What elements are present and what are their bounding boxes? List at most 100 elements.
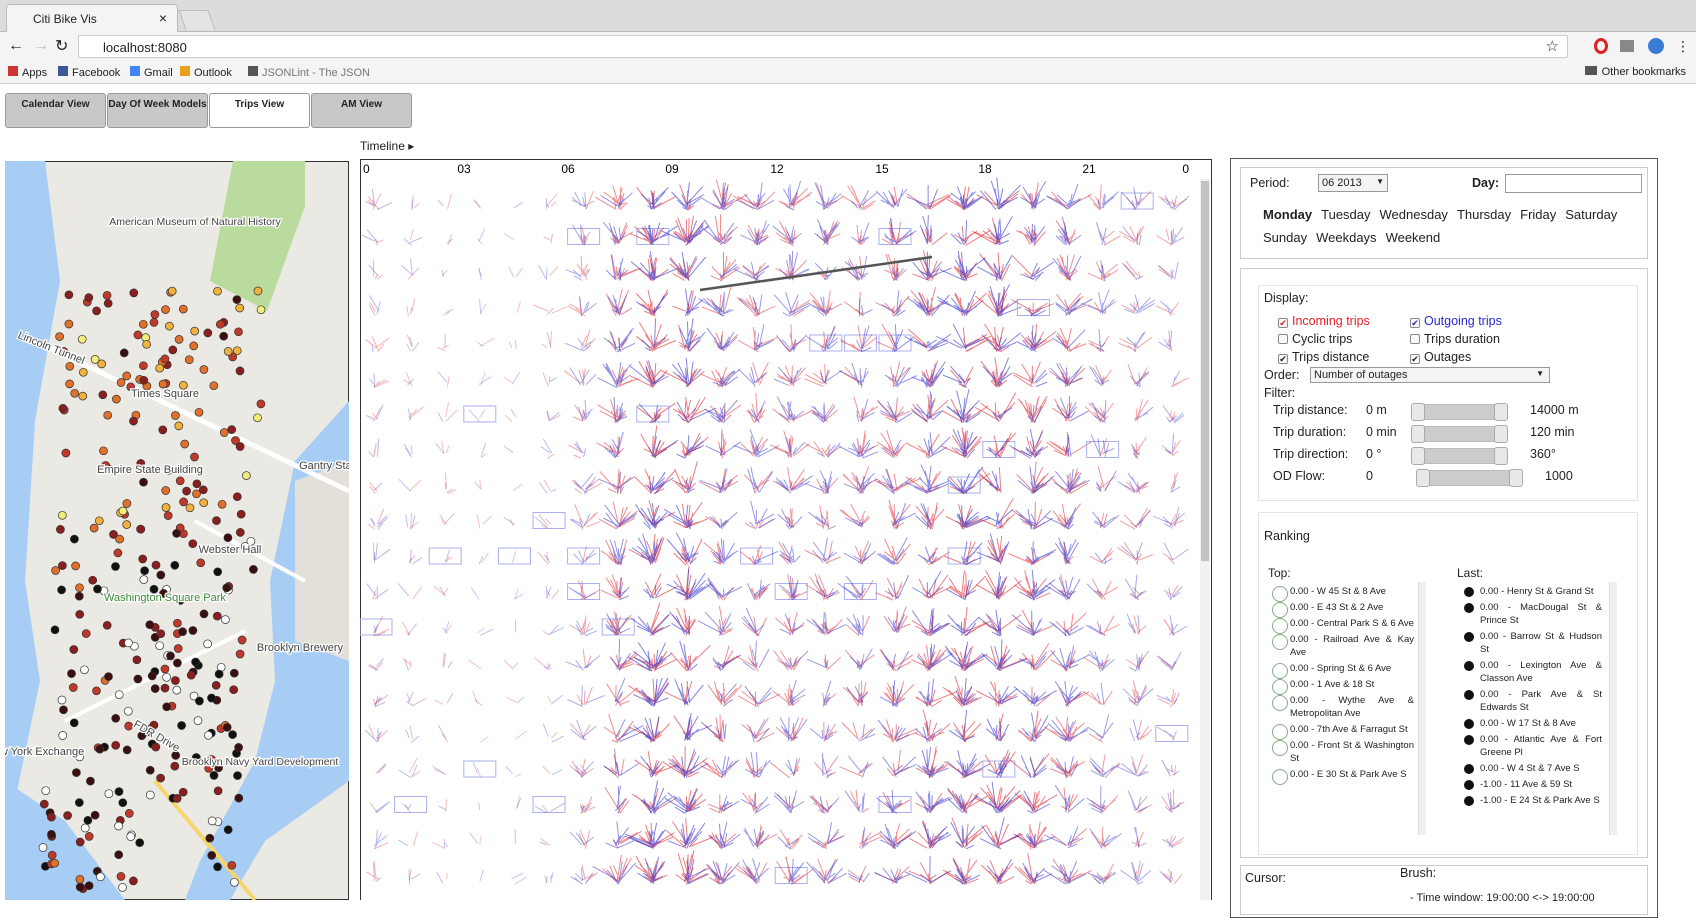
station-dot[interactable] [129,877,137,885]
station-dot[interactable] [157,630,165,638]
day-option[interactable]: Monday [1263,203,1312,226]
top-scrollbar[interactable] [1418,582,1426,835]
station-dot[interactable] [47,830,55,838]
ranking-item[interactable]: 0.00 - W 17 St & 8 Ave [1462,717,1602,730]
station-dot[interactable] [52,567,60,575]
station-dot[interactable] [72,769,80,777]
station-dot[interactable] [123,746,131,754]
station-dot[interactable] [214,787,222,795]
station-dot[interactable] [123,372,131,380]
station-dot[interactable] [115,788,123,796]
ranking-item[interactable]: 0.00 - Front St & Washington St [1272,739,1414,765]
station-dot[interactable] [186,504,194,512]
station-dot[interactable] [230,669,238,677]
station-dot[interactable] [236,528,244,536]
day-option[interactable]: Tuesday [1321,203,1370,226]
station-dot[interactable] [68,670,76,678]
station-dot[interactable] [233,296,241,304]
station-dot[interactable] [150,318,158,326]
last-scrollbar[interactable] [1609,582,1617,835]
station-dot[interactable] [214,287,222,295]
station-dot[interactable] [60,706,68,714]
display-option[interactable]: Cyclic trips [1278,332,1352,346]
checkbox[interactable]: ✔ [1410,354,1420,364]
station-dot[interactable] [223,584,231,592]
checkbox[interactable] [1278,334,1288,344]
station-dot[interactable] [199,486,207,494]
station-dot[interactable] [137,525,145,533]
station-dot[interactable] [51,626,59,634]
station-dot[interactable] [220,332,228,340]
ranking-item[interactable]: 0.00 - W 45 St & 8 Ave [1272,585,1414,598]
ranking-item[interactable]: 0.00 - MacDougal St & Prince St [1462,601,1602,627]
station-dot[interactable] [157,774,165,782]
station-dot[interactable] [190,342,198,350]
ranking-item[interactable]: 0.00 - Wythe Ave & Metropolitan Ave [1272,694,1414,720]
station-dot[interactable] [97,873,105,881]
station-dot[interactable] [179,788,187,796]
station-dot[interactable] [156,642,164,650]
ranking-item[interactable]: 0.00 - E 43 St & 2 Ave [1272,601,1414,614]
ranking-item[interactable]: 0.00 - W 4 St & 7 Ave S [1462,762,1602,775]
station-dot[interactable] [58,696,66,704]
station-dot[interactable] [78,335,86,343]
station-dot[interactable] [140,478,148,486]
station-dot[interactable] [229,731,237,739]
station-dot[interactable] [235,794,243,802]
station-dot[interactable] [189,540,197,548]
range-slider[interactable] [1412,404,1507,420]
ranking-item[interactable]: 0.00 - Lexington Ave & Classon Ave [1462,659,1602,685]
day-input[interactable] [1505,174,1642,193]
station-dot[interactable] [179,628,187,636]
station-dot[interactable] [236,443,244,451]
station-dot[interactable] [85,294,93,302]
station-dot[interactable] [171,677,179,685]
station-dot[interactable] [161,355,169,363]
station-dot[interactable] [173,659,181,667]
station-dot[interactable] [90,524,98,532]
station-dot[interactable] [224,826,232,834]
station-dot[interactable] [70,719,78,727]
ranking-item[interactable]: 0.00 - Henry St & Grand St [1462,585,1602,598]
station-dot[interactable] [165,322,173,330]
slider-handle[interactable] [1411,403,1425,421]
station-dot[interactable] [134,675,142,683]
ranking-item[interactable]: 0.00 - Railroad Ave & Kay Ave [1272,633,1414,659]
station-dot[interactable] [95,517,103,525]
station-dot[interactable] [195,408,203,416]
station-dot[interactable] [94,585,102,593]
station-dot[interactable] [242,472,250,480]
station-dot[interactable] [164,512,172,520]
station-dot[interactable] [127,833,135,841]
station-dot[interactable] [146,621,154,629]
station-dot[interactable] [152,561,160,569]
station-dot[interactable] [100,447,108,455]
slider-handle[interactable] [1509,469,1523,487]
station-dot[interactable] [125,809,133,817]
station-dot[interactable] [183,487,191,495]
station-dot[interactable] [224,347,232,355]
station-dot[interactable] [171,561,179,569]
station-dot[interactable] [79,392,87,400]
station-dot[interactable] [66,380,74,388]
station-dot[interactable] [136,839,144,847]
station-dot[interactable] [180,498,188,506]
period-select[interactable]: 06 2013▼ [1318,174,1388,192]
station-dot[interactable] [70,535,78,543]
day-option[interactable]: Weekdays [1316,226,1376,249]
station-dot[interactable] [76,883,84,891]
station-dot[interactable] [161,684,169,692]
station-dot[interactable] [115,851,123,859]
station-dot[interactable] [146,766,154,774]
station-dot[interactable] [119,507,127,515]
bookmark[interactable]: Gmail [130,66,173,79]
station-dot[interactable] [238,636,246,644]
station-dot[interactable] [210,382,218,390]
station-dot[interactable] [75,592,83,600]
station-dot[interactable] [65,320,73,328]
station-dot[interactable] [208,817,216,825]
station-dot[interactable] [76,584,84,592]
station-dot[interactable] [84,816,92,824]
range-slider[interactable] [1412,426,1507,442]
station-dot[interactable] [140,376,148,384]
